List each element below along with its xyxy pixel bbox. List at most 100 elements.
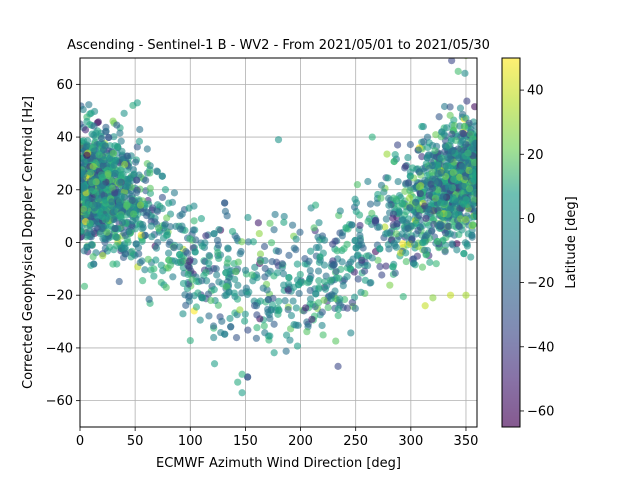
data-point <box>427 180 435 188</box>
data-point <box>182 301 190 309</box>
colorbar-tick-label: 0 <box>527 212 535 227</box>
data-point <box>468 231 476 239</box>
data-point <box>234 378 242 386</box>
data-point <box>80 185 85 193</box>
data-point <box>270 226 278 234</box>
data-point <box>420 138 428 146</box>
data-point <box>307 247 315 255</box>
data-point <box>435 113 443 121</box>
data-point <box>318 308 326 316</box>
data-point <box>280 218 288 226</box>
data-point <box>409 164 417 172</box>
data-point <box>455 173 464 181</box>
data-point <box>80 105 87 114</box>
data-point <box>308 315 316 323</box>
data-point <box>110 215 118 224</box>
data-point <box>428 168 436 176</box>
data-point <box>105 154 114 163</box>
data-point <box>142 208 151 216</box>
data-point <box>315 243 323 252</box>
data-point <box>80 170 88 178</box>
data-point <box>287 311 296 320</box>
data-point <box>264 295 272 304</box>
data-point <box>230 289 238 297</box>
data-point <box>436 220 444 228</box>
data-point <box>86 168 94 176</box>
data-point <box>347 329 355 337</box>
data-point <box>354 275 362 283</box>
data-point <box>392 230 401 238</box>
data-point <box>121 250 129 258</box>
chart-title: Ascending - Sentinel-1 B - WV2 - From 20… <box>67 38 490 53</box>
data-point <box>356 231 364 240</box>
data-point <box>285 251 293 259</box>
data-point <box>296 228 304 236</box>
data-point <box>237 247 245 256</box>
data-point <box>439 193 447 201</box>
data-point <box>209 322 218 330</box>
data-point <box>351 304 359 312</box>
data-point <box>343 304 351 312</box>
data-point <box>163 214 171 222</box>
data-point <box>244 373 252 381</box>
data-point <box>255 229 263 238</box>
data-point <box>320 236 329 244</box>
data-point <box>315 283 323 291</box>
data-point <box>152 256 160 264</box>
data-point <box>450 175 458 183</box>
data-points <box>80 58 477 397</box>
data-point <box>446 111 454 119</box>
data-point <box>144 255 152 263</box>
data-point <box>401 162 410 170</box>
data-point <box>416 189 424 198</box>
data-point <box>346 265 354 273</box>
colorbar-tick-label: −40 <box>527 340 554 355</box>
data-point <box>348 221 356 229</box>
data-point <box>336 207 344 215</box>
data-point <box>402 249 410 257</box>
data-point <box>80 233 86 241</box>
data-point <box>292 235 300 243</box>
data-point <box>330 261 338 269</box>
data-point <box>109 260 117 268</box>
data-point <box>253 311 261 319</box>
x-tick-label: 100 <box>178 434 203 449</box>
data-point <box>190 217 198 225</box>
data-point <box>260 242 269 251</box>
data-point <box>166 261 175 269</box>
data-point <box>423 154 431 162</box>
data-point <box>302 304 310 312</box>
x-tick-label: 0 <box>76 434 84 449</box>
data-point <box>366 200 375 208</box>
data-point <box>95 151 103 159</box>
data-point <box>222 269 230 277</box>
data-point <box>406 140 414 149</box>
data-point <box>339 281 347 290</box>
data-point <box>471 122 477 130</box>
data-point <box>434 178 442 186</box>
data-point <box>368 254 376 262</box>
x-tick-label: 200 <box>288 434 313 449</box>
data-point <box>99 181 107 190</box>
data-point <box>320 261 329 269</box>
data-point <box>232 268 240 276</box>
data-point <box>398 199 406 208</box>
data-point <box>295 281 303 289</box>
data-point <box>333 247 341 255</box>
colorbar-ticks: −60 −40 −20 0 20 40 <box>520 84 554 419</box>
data-point <box>88 179 96 187</box>
data-point <box>301 255 309 263</box>
data-point <box>294 321 302 329</box>
data-point <box>92 129 100 137</box>
data-point <box>231 275 239 283</box>
data-point <box>392 195 400 203</box>
data-point <box>289 297 297 305</box>
data-point <box>404 153 412 162</box>
data-point <box>108 198 116 206</box>
data-point <box>459 137 467 145</box>
data-point <box>205 312 213 320</box>
data-point <box>406 186 414 194</box>
data-point <box>110 207 118 216</box>
data-point <box>109 149 117 157</box>
colorbar-tick-label: 40 <box>527 84 544 99</box>
